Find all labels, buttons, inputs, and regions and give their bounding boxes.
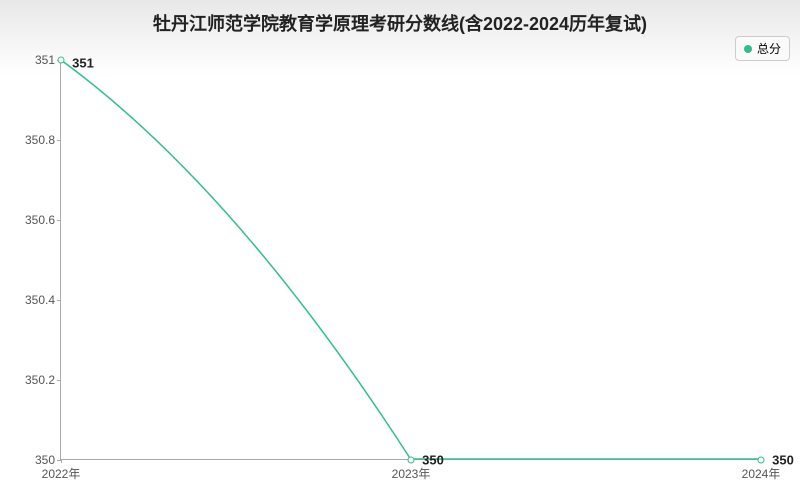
y-tick-label: 350.6 [25,213,61,227]
plot-area: 350350.2350.4350.6350.83512022年2023年2024… [60,60,760,460]
data-point [58,57,65,64]
x-tick-mark [61,459,62,463]
x-tick-label: 2024年 [742,465,781,482]
x-tick-label: 2022年 [42,465,81,482]
y-tick-label: 350.4 [25,293,61,307]
y-tick-label: 350.8 [25,133,61,147]
legend-swatch [744,45,752,53]
chart-title: 牡丹江师范学院教育学原理考研分数线(含2022-2024历年复试) [0,10,800,36]
data-point [758,457,765,464]
x-tick-label: 2023年 [392,465,431,482]
y-tick-mark [57,140,61,141]
data-label: 350 [422,453,444,468]
data-label: 351 [72,56,94,71]
chart-container: 牡丹江师范学院教育学原理考研分数线(含2022-2024历年复试) 总分 350… [0,0,800,500]
y-tick-mark [57,220,61,221]
y-tick-label: 350.2 [25,373,61,387]
data-label: 350 [772,453,794,468]
line-layer [61,60,760,459]
y-tick-mark [57,300,61,301]
data-point [408,457,415,464]
series-line [61,60,760,459]
legend-label: 总分 [757,40,781,57]
y-tick-mark [57,380,61,381]
legend: 总分 [735,36,790,61]
